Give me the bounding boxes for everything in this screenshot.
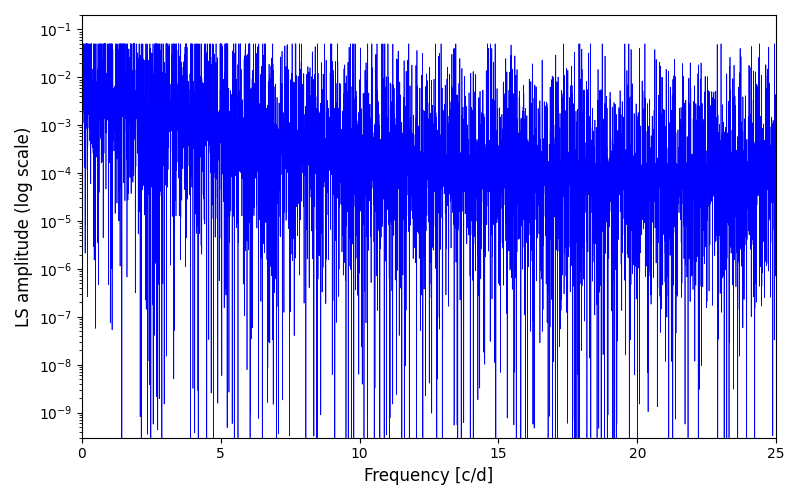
- Y-axis label: LS amplitude (log scale): LS amplitude (log scale): [15, 126, 33, 326]
- X-axis label: Frequency [c/d]: Frequency [c/d]: [364, 467, 494, 485]
